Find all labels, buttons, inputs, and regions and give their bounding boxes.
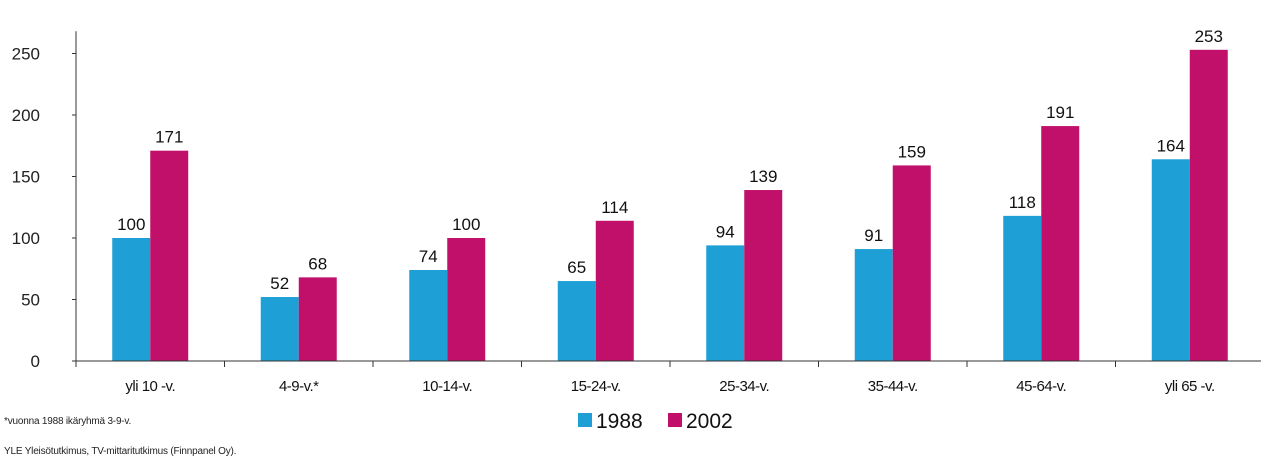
data-label-2002-3: 114 [601, 198, 628, 217]
data-label-1988-7: 164 [1157, 136, 1185, 155]
bar-1988-3 [557, 281, 596, 361]
data-label-2002-7: 253 [1195, 27, 1223, 46]
data-label-1988-3: 65 [567, 258, 586, 277]
bar-2002-6 [1041, 126, 1080, 361]
y-tick-label: 150 [12, 168, 40, 187]
bar-1988-4 [706, 245, 745, 361]
data-label-2002-2: 100 [452, 215, 480, 234]
bar-1988-2 [409, 269, 448, 361]
bar-2002-0 [150, 150, 189, 361]
bar-1988-6 [1003, 215, 1042, 361]
bar-2002-1 [298, 277, 337, 361]
y-tick-label: 200 [12, 106, 40, 125]
legend-swatch-1988 [578, 413, 592, 427]
x-category-label: yli 65 -v. [1165, 378, 1215, 395]
x-category-label: 15-24-v. [571, 378, 621, 395]
legend: 1988 2002 [578, 410, 733, 433]
legend-swatch-2002 [668, 413, 682, 427]
x-axis-labels: yli 10 -v. 4-9-v.* 10-14-v. 15-24-v. 25-34-v… [125, 378, 1215, 395]
data-label-2002-6: 191 [1046, 103, 1074, 122]
data-label-1988-1: 52 [270, 274, 289, 293]
bar-2002-7 [1189, 49, 1228, 362]
bar-1988-0 [112, 238, 151, 361]
x-category-label: 25-34-v. [719, 378, 769, 395]
legend-label-1988: 1988 [596, 410, 643, 433]
x-category-label: 45-64-v. [1016, 378, 1066, 395]
data-label-1988-0: 100 [117, 215, 145, 234]
data-label-2002-4: 139 [749, 167, 777, 186]
x-category-label: 4-9-v.* [279, 378, 319, 395]
data-label-2002-1: 68 [308, 254, 327, 273]
data-label-1988-6: 118 [1009, 193, 1036, 212]
bar-1988-7 [1151, 159, 1190, 361]
bar-2002-3 [595, 220, 634, 361]
y-tick-label: 250 [12, 45, 40, 64]
x-category-label: 10-14-v. [422, 378, 472, 395]
y-tick-label: 0 [31, 352, 40, 371]
bars [112, 49, 1228, 362]
x-category-label: 35-44-v. [868, 378, 918, 395]
footnote-source: YLE Yleisötutkimus, TV-mittaritutkimus (… [4, 446, 237, 457]
bar-2002-5 [892, 165, 931, 361]
y-tick-label: 50 [21, 291, 40, 310]
footnote-note: *vuonna 1988 ikäryhmä 3-9-v. [4, 416, 132, 427]
data-label-1988-2: 74 [419, 247, 438, 266]
legend-label-2002: 2002 [686, 410, 733, 433]
bar-1988-5 [854, 249, 893, 361]
y-axis: 0 50 100 150 200 250 [12, 45, 76, 371]
data-label-2002-5: 159 [898, 142, 926, 161]
y-tick-label: 100 [12, 229, 40, 248]
x-category-label: yli 10 -v. [125, 378, 175, 395]
data-label-1988-5: 91 [864, 226, 883, 245]
bar-2002-4 [744, 190, 783, 361]
axes [75, 31, 1261, 367]
data-label-2002-0: 171 [155, 128, 183, 147]
data-label-1988-4: 94 [716, 222, 735, 241]
data-labels: 100 171 52 68 74 100 65 114 94 139 91 159 118 191 164 2… [117, 27, 1223, 293]
bar-2002-2 [447, 238, 486, 361]
bar-1988-1 [260, 297, 299, 361]
